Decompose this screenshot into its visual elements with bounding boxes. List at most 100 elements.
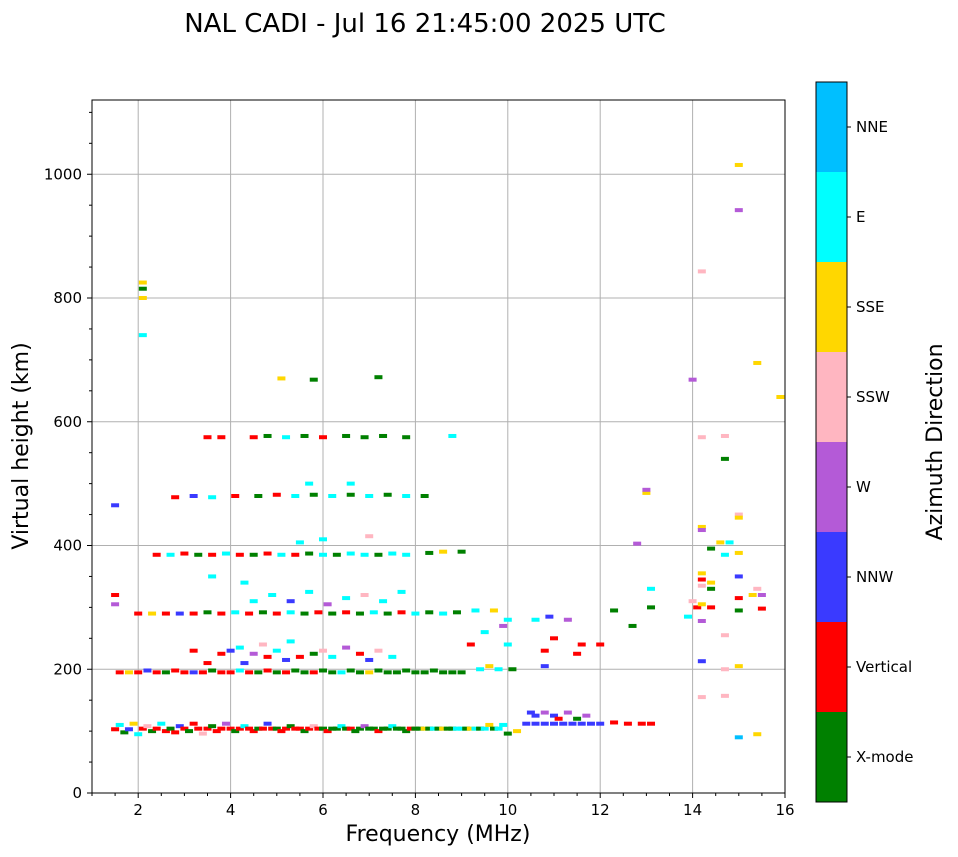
data-point (332, 726, 341, 731)
data-point (254, 726, 263, 731)
data-point (337, 670, 346, 675)
data-point (272, 492, 281, 497)
data-point (697, 571, 706, 576)
data-point (720, 456, 729, 461)
data-point (720, 693, 729, 698)
data-point (554, 716, 563, 721)
data-point (448, 726, 457, 731)
data-point (328, 494, 337, 498)
data-point (697, 577, 706, 582)
data-point (734, 512, 743, 517)
data-point (134, 611, 143, 616)
data-point (720, 552, 729, 557)
data-point (355, 670, 364, 675)
data-point (249, 651, 258, 656)
data-point (568, 721, 577, 726)
x-tick-label: 10 (498, 801, 517, 819)
data-point (494, 667, 503, 672)
data-point (499, 623, 508, 628)
data-point (522, 721, 531, 726)
data-point (411, 726, 420, 731)
data-point (143, 724, 152, 729)
data-point (249, 552, 258, 557)
data-point (448, 670, 457, 675)
colorbar-tick-label: X-mode (856, 748, 913, 766)
data-point (328, 611, 337, 616)
data-point (152, 552, 161, 557)
data-point (309, 492, 318, 497)
data-point (309, 670, 318, 675)
data-point (563, 710, 572, 715)
data-point (633, 541, 642, 546)
data-point (342, 433, 351, 438)
data-point (124, 727, 133, 732)
data-point (637, 721, 646, 726)
data-point (300, 611, 309, 616)
data-point (295, 726, 304, 731)
data-point (697, 602, 706, 607)
data-point (319, 537, 327, 542)
data-point (263, 433, 272, 438)
data-point (111, 593, 120, 597)
colorbar-segment (816, 352, 847, 442)
data-point (383, 670, 392, 675)
data-point (221, 551, 230, 556)
data-point (402, 552, 411, 557)
x-tick-label: 6 (318, 801, 328, 819)
data-point (734, 596, 743, 601)
data-point (503, 617, 512, 622)
data-point (221, 721, 230, 726)
grid (92, 100, 786, 794)
data-point (171, 730, 180, 735)
data-point (161, 729, 170, 734)
data-point (175, 611, 184, 616)
data-point (342, 645, 351, 650)
data-point (642, 490, 651, 495)
data-point (452, 610, 461, 615)
data-point (388, 654, 397, 659)
colorbar-tick-label: Vertical (856, 658, 912, 676)
data-point (194, 726, 203, 731)
data-point (545, 614, 554, 619)
data-point (360, 435, 369, 440)
data-point (550, 713, 558, 718)
data-point (697, 269, 706, 274)
data-point (342, 610, 351, 615)
data-point (134, 670, 143, 675)
data-point (319, 668, 327, 673)
data-point (138, 296, 147, 300)
data-point (476, 726, 485, 731)
data-point (217, 670, 226, 675)
data-point (249, 729, 258, 734)
data-point (439, 726, 448, 731)
data-point (397, 726, 406, 731)
data-point (513, 729, 522, 734)
data-point (688, 377, 697, 382)
data-point (734, 608, 743, 613)
data-point (272, 648, 281, 653)
data-point (198, 670, 207, 675)
data-point (360, 593, 369, 597)
data-point (342, 596, 351, 601)
data-point (540, 664, 549, 669)
data-point (305, 589, 314, 594)
data-point (240, 661, 249, 666)
data-point (457, 549, 466, 554)
data-point (707, 586, 716, 591)
data-point (420, 726, 429, 731)
data-point (406, 726, 415, 731)
data-point (688, 599, 697, 604)
data-point (277, 729, 286, 734)
data-point (388, 724, 397, 729)
data-point (258, 610, 267, 615)
data-point (480, 630, 489, 635)
data-point (203, 661, 212, 666)
data-point (217, 651, 226, 656)
data-point (355, 651, 364, 656)
data-point (305, 726, 314, 731)
data-point (734, 735, 743, 740)
data-point (734, 515, 743, 520)
data-point (263, 721, 272, 726)
data-point (263, 551, 272, 556)
data-point (268, 726, 277, 731)
